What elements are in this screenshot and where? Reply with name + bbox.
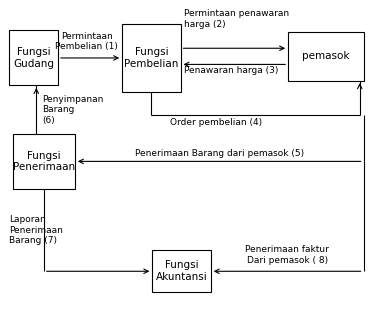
FancyBboxPatch shape [288, 32, 364, 81]
Text: Order pembelian (4): Order pembelian (4) [170, 118, 263, 127]
FancyBboxPatch shape [152, 250, 211, 292]
Text: Fungsi
Penerimaan: Fungsi Penerimaan [13, 151, 75, 172]
Text: Penawaran harga (3): Penawaran harga (3) [184, 66, 279, 75]
FancyBboxPatch shape [122, 24, 180, 92]
Text: Penerimaan faktur
Dari pemasok ( 8): Penerimaan faktur Dari pemasok ( 8) [245, 245, 329, 265]
Text: Laporan
Penerimaan
Barang (7): Laporan Penerimaan Barang (7) [9, 215, 63, 245]
Text: pemasok: pemasok [302, 51, 350, 61]
Text: Permintaan
Pembelian (1): Permintaan Pembelian (1) [55, 32, 118, 52]
FancyBboxPatch shape [13, 134, 75, 189]
Text: Fungsi
Gudang: Fungsi Gudang [13, 47, 54, 69]
Text: Penerimaan Barang dari pemasok (5): Penerimaan Barang dari pemasok (5) [135, 149, 304, 158]
FancyBboxPatch shape [9, 30, 58, 85]
Text: Fungsi
Akuntansi: Fungsi Akuntansi [156, 260, 207, 282]
Text: Fungsi
Pembelian: Fungsi Pembelian [124, 47, 179, 69]
Text: Penyimpanan
Barang
(6): Penyimpanan Barang (6) [42, 95, 103, 125]
Text: Permintaan penawaran
harga (2): Permintaan penawaran harga (2) [184, 9, 290, 29]
